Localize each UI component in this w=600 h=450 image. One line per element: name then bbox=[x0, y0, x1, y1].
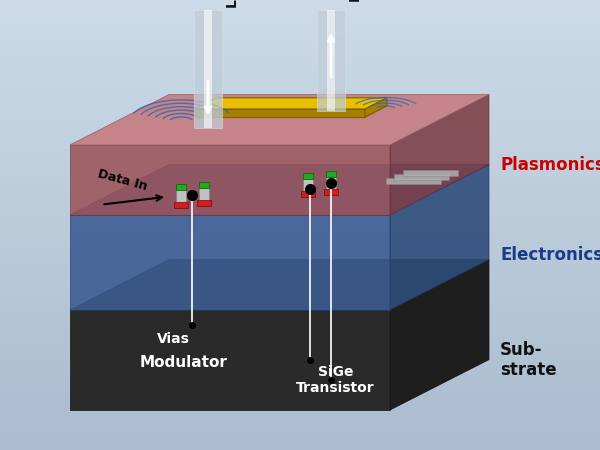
Polygon shape bbox=[390, 165, 489, 310]
Bar bbox=[403, 170, 458, 176]
Polygon shape bbox=[390, 260, 489, 410]
Bar bbox=[386, 178, 441, 184]
Bar bbox=[176, 190, 186, 204]
Polygon shape bbox=[204, 10, 212, 128]
Polygon shape bbox=[70, 260, 489, 310]
Polygon shape bbox=[70, 94, 489, 145]
Text: Plasmonics: Plasmonics bbox=[500, 156, 600, 174]
Polygon shape bbox=[390, 94, 489, 215]
Bar bbox=[199, 189, 209, 202]
Text: Light In: Light In bbox=[226, 0, 240, 8]
Bar bbox=[323, 189, 337, 195]
Polygon shape bbox=[70, 215, 390, 310]
Text: Modulator: Modulator bbox=[140, 355, 228, 370]
Text: Electronics: Electronics bbox=[500, 246, 600, 264]
Bar bbox=[199, 182, 209, 189]
Text: Sub-
strate: Sub- strate bbox=[500, 341, 557, 379]
Polygon shape bbox=[317, 10, 345, 112]
Polygon shape bbox=[70, 94, 489, 145]
Polygon shape bbox=[327, 10, 335, 112]
Bar bbox=[394, 174, 449, 180]
Bar bbox=[303, 173, 313, 179]
Polygon shape bbox=[70, 145, 390, 215]
Polygon shape bbox=[365, 98, 387, 117]
Polygon shape bbox=[195, 106, 387, 117]
Polygon shape bbox=[70, 310, 390, 410]
Bar bbox=[176, 184, 186, 190]
Polygon shape bbox=[195, 98, 387, 109]
Bar bbox=[301, 191, 315, 197]
Bar bbox=[325, 171, 335, 177]
Bar bbox=[303, 179, 313, 193]
Polygon shape bbox=[195, 109, 365, 117]
Text: Data In: Data In bbox=[97, 167, 149, 193]
Polygon shape bbox=[194, 10, 222, 128]
Bar bbox=[174, 202, 188, 208]
Text: Data Out: Data Out bbox=[349, 0, 363, 2]
Text: SiGe
Transistor: SiGe Transistor bbox=[296, 365, 375, 395]
Bar bbox=[197, 200, 211, 207]
Bar bbox=[325, 177, 335, 191]
Polygon shape bbox=[70, 165, 489, 215]
Text: Vias: Vias bbox=[157, 332, 190, 346]
